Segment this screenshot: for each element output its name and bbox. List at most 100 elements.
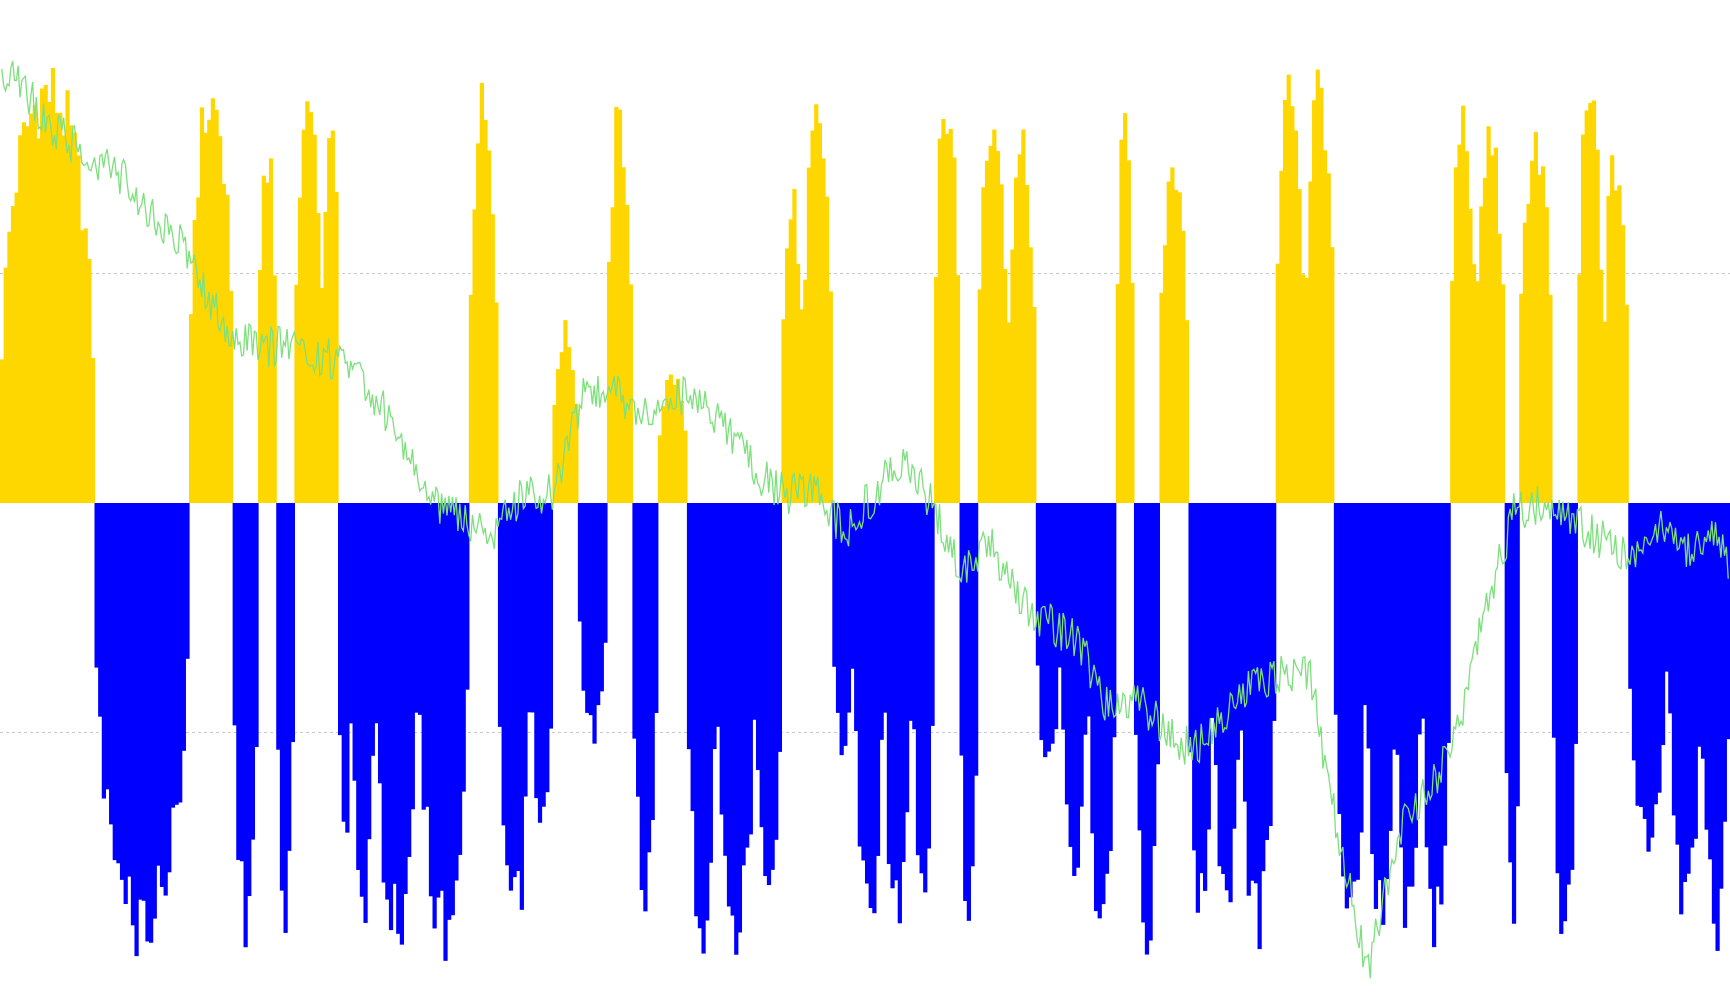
bar-positive [25,126,30,504]
bar-positive [225,194,230,504]
bar-positive [610,207,615,504]
bar-negative [1410,503,1415,887]
bar-negative [1388,503,1393,831]
bar-positive [1519,293,1524,503]
bar-negative [105,503,110,790]
bar-negative [287,503,292,851]
bar-positive [1028,247,1033,503]
bar-negative [1562,503,1568,922]
bar-negative [1551,503,1557,738]
bar-positive [61,135,67,504]
bar-negative [465,503,470,690]
bar-negative [94,503,99,668]
bar-negative [1250,503,1255,881]
bar-positive [792,189,797,503]
bar-negative [650,503,655,820]
bar-positive [36,138,41,503]
bar-positive [566,347,572,503]
bar-negative [290,503,295,743]
bar-negative [835,503,841,713]
bar-negative [1555,503,1560,874]
bar-positive [1595,149,1600,503]
bar-negative [1366,503,1371,749]
bar-negative [508,503,514,891]
bar-negative [338,503,343,736]
bar-negative [447,503,452,920]
bar-negative [1671,503,1677,816]
bar-positive [1464,151,1469,503]
bar-positive [330,130,335,504]
bar-positive [87,259,92,503]
bar-negative [1352,503,1357,882]
bar-positive [305,101,310,503]
bar-negative [912,503,917,730]
bar-positive [941,118,946,503]
bar-negative [178,503,183,803]
bar-negative [127,503,132,877]
bar-negative [370,503,375,756]
bar-negative [254,503,259,748]
bar-positive [487,150,492,503]
histogram-bars [0,67,1730,961]
bar-negative [519,503,524,910]
bar-positive [1159,292,1164,503]
bar-positive [192,219,197,504]
bar-negative [970,503,975,867]
bar-positive [948,128,953,503]
bar-positive [1326,173,1331,504]
bar-positive [308,112,314,503]
bar-positive [1021,129,1026,503]
bar-positive [952,157,957,504]
bar-positive [1468,208,1473,504]
bar-negative [1333,503,1339,715]
bar-negative [883,503,888,713]
bar-positive [621,167,626,504]
bar-negative [857,503,862,847]
bar-negative [1064,503,1070,805]
bar-negative [865,503,870,884]
bar-negative [454,503,459,881]
bar-positive [1486,126,1491,503]
bar-negative [130,503,136,926]
bar-negative [741,503,746,866]
bar-negative [167,503,172,873]
bar-negative [1053,503,1059,730]
bar-negative [875,503,881,856]
bar-negative [345,503,350,833]
bar-positive [995,150,1001,503]
bar-negative [1679,503,1684,915]
bar-positive [65,90,70,503]
bar-negative [283,503,288,933]
bar-negative [1137,503,1142,831]
bar-negative [1511,503,1517,924]
bar-positive [1123,113,1128,503]
bar-negative [341,503,346,822]
bar-negative [770,503,775,870]
bar-negative [654,503,659,714]
bar-negative [915,503,921,856]
bar-negative [1697,503,1702,747]
bar-negative [868,503,873,908]
bar-negative [1213,503,1219,766]
bar-negative [439,503,444,891]
bar-negative [537,503,543,823]
bar-positive [785,248,790,503]
bar-negative [1337,503,1342,815]
bar-negative [1381,503,1386,925]
bar-negative [1224,503,1230,891]
bar-positive [944,133,950,503]
bar-positive [617,109,623,504]
bar-negative [1035,503,1041,666]
bar-negative [839,503,844,756]
bar-negative [436,503,441,898]
bar-positive [1577,274,1582,503]
bar-negative [243,503,248,948]
bar-positive [1319,87,1324,504]
bar-positive [1304,277,1309,503]
bar-negative [497,503,503,727]
bar-negative [886,503,892,865]
bar-negative [1392,503,1397,750]
bar-positive [327,138,332,503]
